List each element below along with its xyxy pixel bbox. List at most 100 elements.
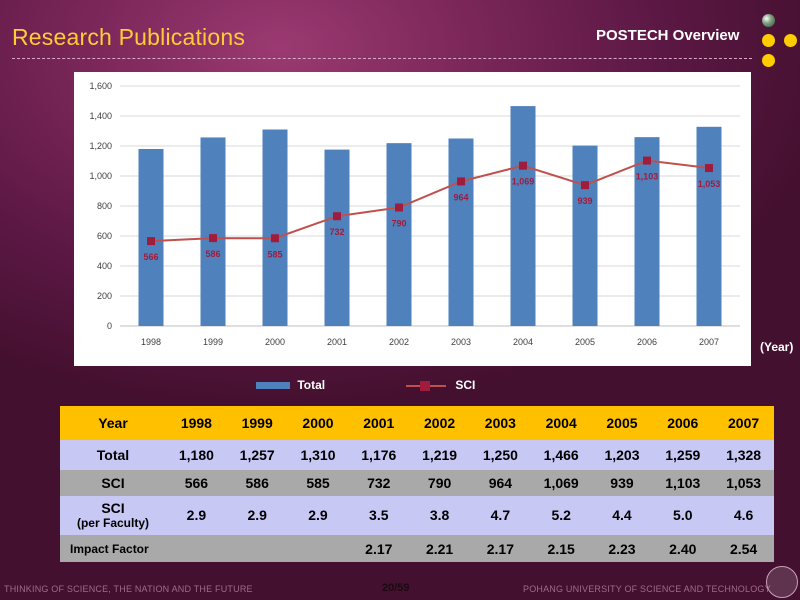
table-cell: 1,219 (422, 447, 458, 464)
year-cell: 2001 (363, 415, 395, 432)
year-cell: 2005 (606, 415, 638, 432)
x-tick-label: 2003 (451, 337, 471, 347)
table-cell: 4.7 (490, 507, 511, 524)
table-cell: 2.9 (308, 507, 328, 524)
table-cell: 939 (610, 474, 634, 491)
table-cell: 2.23 (608, 540, 636, 557)
year-cell: 1998 (180, 415, 212, 432)
row-label: Impact Factor (70, 541, 149, 556)
data-label-sci: 1,053 (698, 179, 721, 189)
table-cell: 964 (488, 474, 513, 491)
year-cell: 2007 (728, 415, 760, 432)
data-label-sci: 585 (267, 249, 282, 259)
point-sci (457, 177, 465, 186)
y-tick-label: 1,200 (89, 141, 112, 151)
year-cell: 2006 (667, 415, 699, 432)
y-tick-label: 800 (97, 201, 112, 211)
bar-total (572, 145, 598, 326)
year-cell: 2004 (545, 415, 577, 432)
footer-tagline: THINKING OF SCIENCE, THE NATION AND THE … (4, 584, 253, 594)
table-cell: 2.40 (669, 540, 697, 557)
x-tick-label: 2006 (637, 337, 657, 347)
x-tick-label: 1998 (141, 337, 161, 347)
table-cell: 2.17 (365, 540, 393, 557)
table-cell: 4.4 (612, 507, 632, 524)
point-sci (643, 156, 651, 165)
point-sci (271, 234, 279, 243)
table-cell: 2.15 (547, 540, 575, 557)
point-sci (333, 212, 341, 221)
year-header: Year (98, 415, 128, 432)
chart-panel: 0 200 400 600 800 1,000 1,200 1,400 1,600 1998 199… (74, 72, 751, 366)
table-cell: 1,250 (482, 447, 518, 464)
globe-icon (762, 14, 775, 27)
line-sci (150, 159, 710, 243)
bar-total (200, 137, 226, 326)
data-label-sci: 1,103 (636, 172, 659, 182)
dot-icon (784, 34, 797, 47)
legend-line-swatch (406, 380, 446, 391)
point-sci (209, 234, 217, 243)
data-label-sci: 1,069 (512, 177, 535, 187)
row-label: Total (96, 447, 130, 464)
x-tick-label: 2002 (389, 337, 409, 347)
point-sci (395, 203, 403, 212)
bar-total (696, 126, 722, 326)
table-cell: 2.21 (425, 540, 454, 557)
legend-sci-label: SCI (455, 378, 476, 392)
table-cell: 1,203 (604, 447, 640, 464)
year-cell: 2000 (302, 415, 334, 432)
page-number: 20/59 (382, 582, 410, 594)
y-tick-label: 600 (97, 231, 112, 241)
table-cell: 732 (367, 474, 391, 491)
table-cell: 1,259 (665, 447, 701, 464)
table-cell: 2.9 (247, 507, 267, 524)
dot-icon (762, 34, 775, 47)
brand-label: POSTECH Overview (596, 27, 740, 44)
table-row: SCI 566 586 585 732 790 964 1,069 939 1,… (60, 470, 774, 496)
table-cell: 1,053 (726, 474, 762, 491)
bar-total (262, 129, 288, 326)
table-cell: 1,310 (300, 447, 336, 464)
legend-total: Total (256, 378, 325, 394)
year-cell: 1999 (241, 415, 273, 432)
y-tick-label: 1,000 (89, 171, 112, 181)
row-label-sub: (per Faculty) (76, 516, 149, 531)
data-label-sci: 566 (143, 252, 158, 262)
table-cell: 566 (184, 474, 209, 491)
table-row: Total 1,180 1,257 1,310 1,176 1,219 1,25… (60, 440, 774, 471)
bar-total (448, 138, 474, 326)
table-cell: 1,103 (665, 474, 701, 491)
bar-total (324, 149, 350, 326)
footer-university: POHANG UNIVERSITY OF SCIENCE AND TECHNOL… (523, 584, 771, 594)
row-label: SCI (per Faculty) (60, 496, 166, 535)
point-sci (581, 181, 589, 190)
table-cell: 1,257 (239, 447, 275, 464)
x-tick-label: 2007 (699, 337, 719, 347)
dot-icon (762, 54, 775, 67)
point-sci (519, 161, 527, 170)
data-label-sci: 586 (205, 249, 220, 259)
table-cell: 3.8 (429, 507, 450, 524)
y-tick-label: 400 (97, 261, 112, 271)
publications-table: Year 1998 1999 2000 2001 2002 2003 2004 … (60, 406, 774, 562)
decorative-dots-icon (760, 14, 800, 70)
x-tick-label: 2004 (513, 337, 533, 347)
table-cell: 2.17 (486, 540, 514, 557)
table-cell: 5.2 (551, 507, 571, 524)
year-cell: 2002 (424, 415, 456, 432)
table-cell: 1,176 (361, 447, 397, 464)
y-tick-label: 1,400 (89, 111, 112, 121)
university-seal-icon (766, 566, 798, 598)
table-cell: 586 (245, 474, 269, 491)
bar-total (510, 106, 536, 326)
x-tick-label: 2001 (327, 337, 347, 347)
row-label: SCI (101, 474, 125, 491)
x-axis-label: (Year) (760, 340, 794, 354)
publications-chart: 0 200 400 600 800 1,000 1,200 1,400 1,600 1998 199… (89, 81, 740, 347)
page-title: Research Publications (12, 24, 246, 50)
point-sci (147, 237, 155, 246)
table-cell: 1,069 (543, 474, 579, 491)
table-cell: 1,180 (178, 447, 214, 464)
x-tick-label: 1999 (203, 337, 223, 347)
